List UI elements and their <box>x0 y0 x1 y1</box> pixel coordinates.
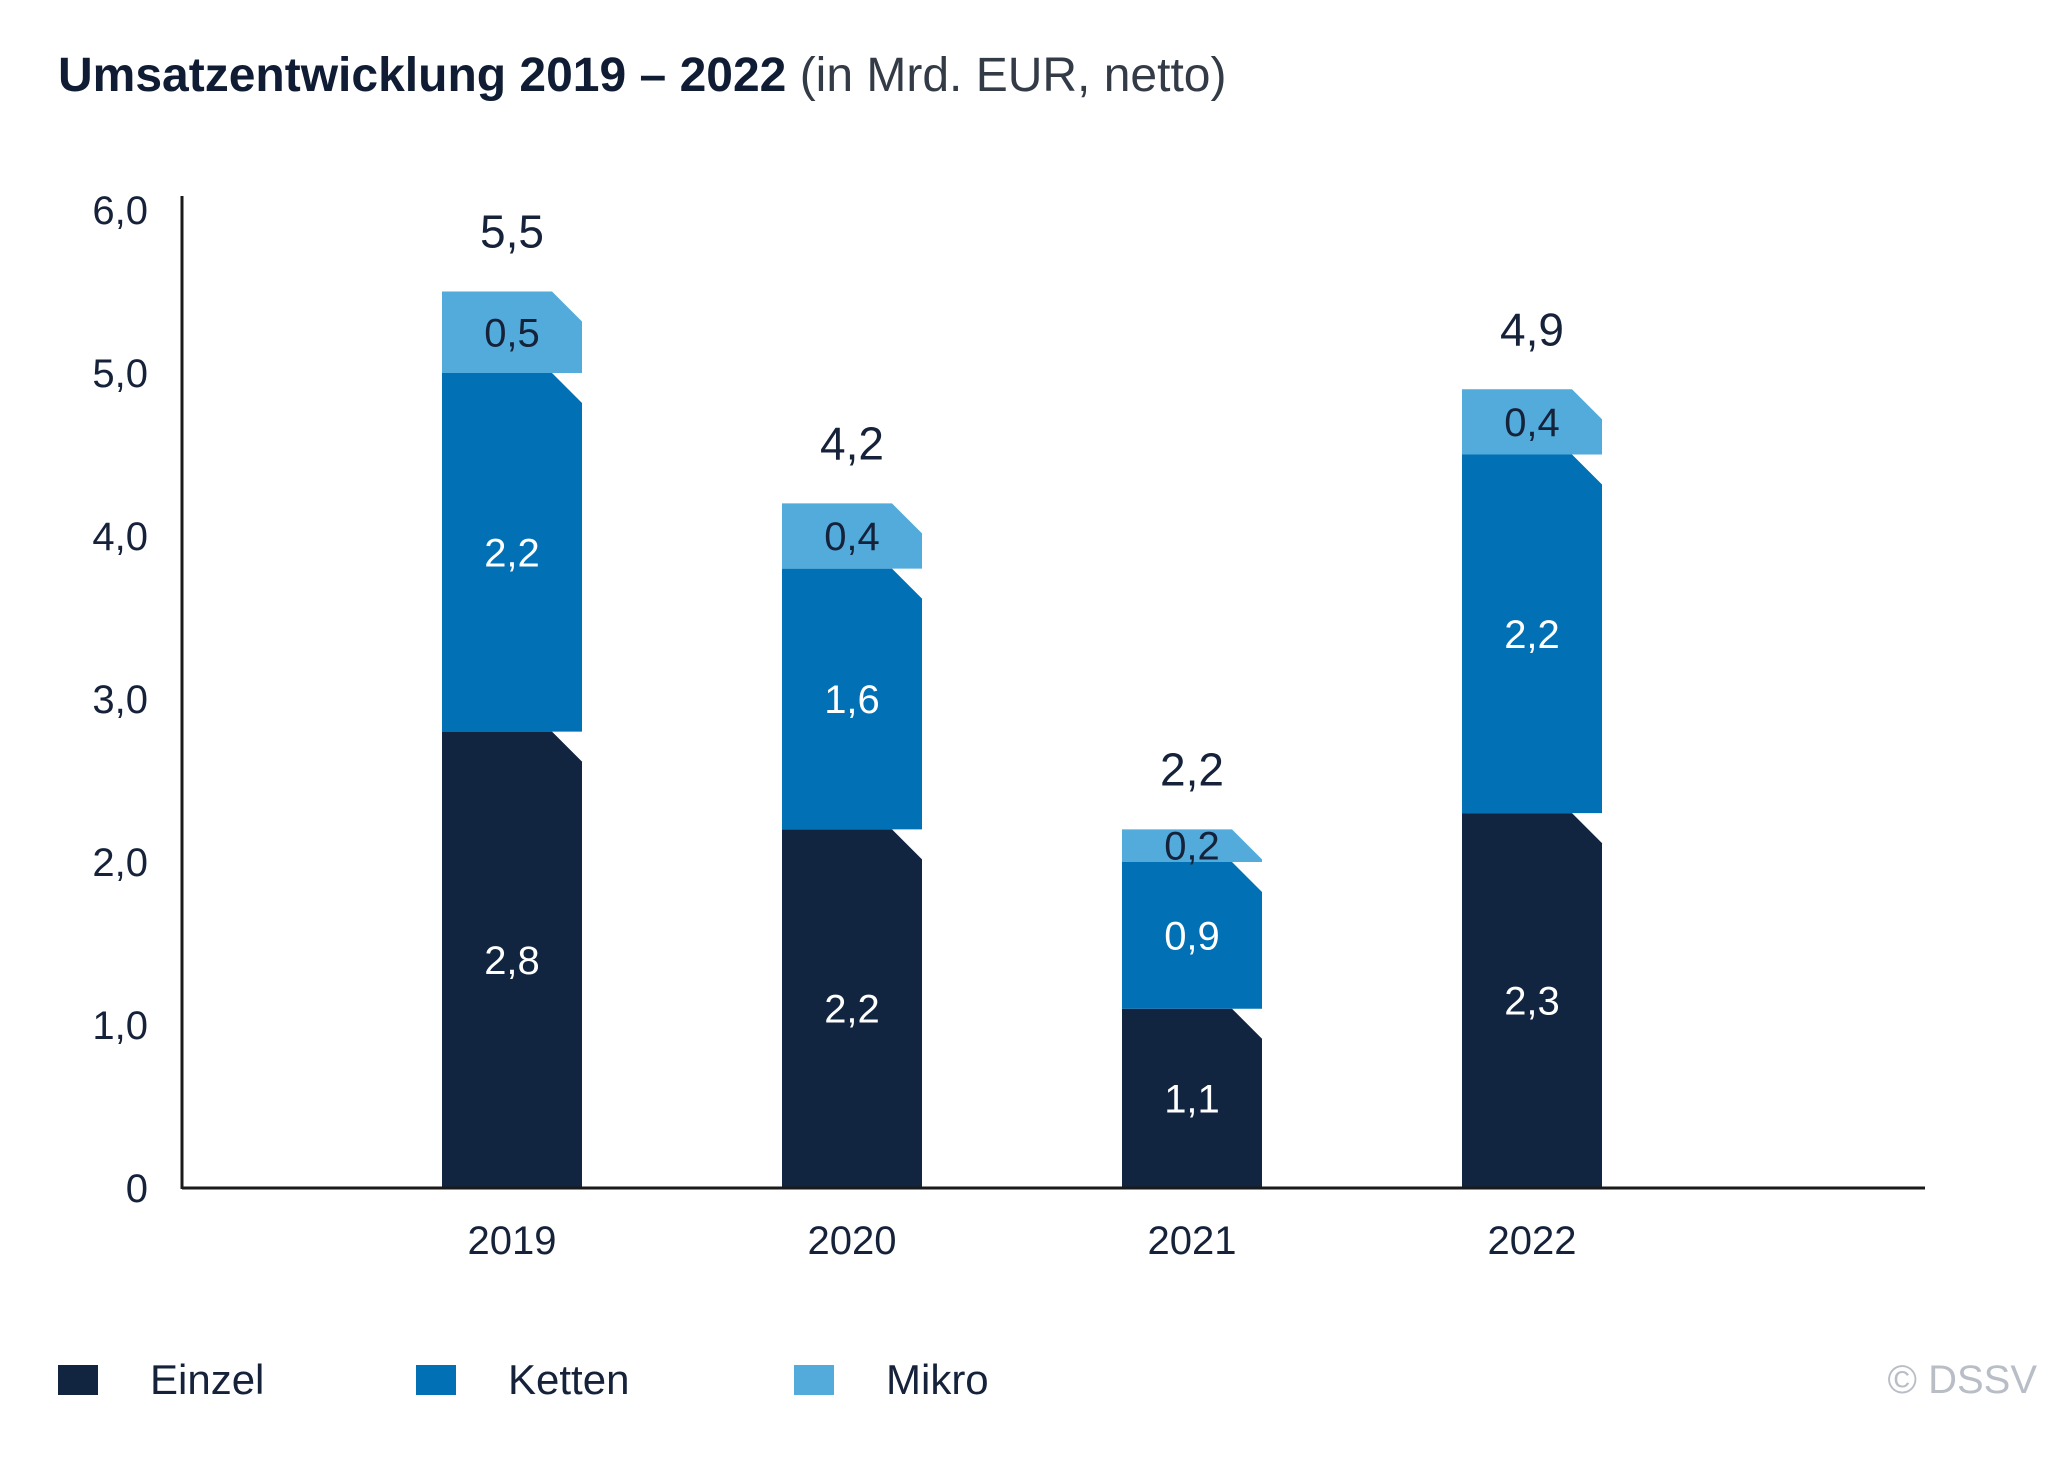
bar-segment-ketten <box>1122 862 1262 1009</box>
total-label: 4,2 <box>820 417 884 469</box>
bar-segment-ketten <box>1462 454 1602 814</box>
bar-segment-einzel <box>1122 1008 1262 1188</box>
y-tick-label: 0 <box>126 1167 148 1211</box>
y-tick-label: 6,0 <box>92 189 148 233</box>
y-tick-label: 3,0 <box>92 678 148 722</box>
bar-segment-einzel <box>442 731 582 1188</box>
segment-label: 0,4 <box>1504 401 1560 445</box>
chart-title-unit: (in Mrd. EUR, netto) <box>799 49 1227 102</box>
segment-label: 0,9 <box>1164 914 1220 958</box>
x-tick-label: 2022 <box>1488 1219 1577 1263</box>
legend-label-einzel: Einzel <box>150 1356 265 1403</box>
total-label: 2,2 <box>1160 743 1224 795</box>
legend-item-einzel: Einzel <box>58 1352 264 1408</box>
segment-label: 2,8 <box>484 939 540 983</box>
x-tick-label: 2019 <box>468 1219 557 1263</box>
legend-item-ketten: Ketten <box>416 1352 629 1408</box>
x-tick-label: 2020 <box>808 1219 897 1263</box>
chart-title: Umsatzentwicklung 2019 – 2022 (in Mrd. E… <box>58 48 1226 103</box>
segment-label: 0,2 <box>1164 825 1220 869</box>
legend-swatch-ketten <box>416 1365 456 1395</box>
stacked-bar-chart: 0 1,0 2,0 3,0 4,0 5,0 6,0 2,8 2,2 0,5 5,5 2019 2,2 1,… <box>92 189 1925 1263</box>
total-label: 4,9 <box>1500 303 1564 355</box>
y-tick-label: 4,0 <box>92 515 148 559</box>
legend-label-mikro: Mikro <box>886 1356 989 1403</box>
segment-label: 1,1 <box>1164 1077 1220 1121</box>
segment-label: 1,6 <box>824 678 880 722</box>
segment-label: 2,2 <box>484 531 540 575</box>
bar-segment-einzel <box>782 829 922 1188</box>
legend: Einzel Ketten Mikro <box>58 1352 1858 1408</box>
bar-segment-mikro <box>782 503 922 569</box>
bar-segment-ketten <box>442 373 582 732</box>
segment-label: 2,2 <box>824 988 880 1032</box>
y-tick-label: 1,0 <box>92 1004 148 1048</box>
chart-title-main: Umsatzentwicklung 2019 – 2022 <box>58 49 787 102</box>
copyright-notice: © DSSV <box>1887 1358 2037 1402</box>
legend-label-ketten: Ketten <box>508 1356 630 1403</box>
segment-label: 2,2 <box>1504 613 1560 657</box>
legend-item-mikro: Mikro <box>794 1352 989 1408</box>
bar-segment-mikro <box>442 291 582 373</box>
bar-segment-mikro <box>1462 389 1602 455</box>
total-label: 5,5 <box>480 206 544 258</box>
legend-swatch-einzel <box>58 1365 98 1395</box>
bar-segment-mikro <box>1122 829 1262 862</box>
y-tick-label: 2,0 <box>92 841 148 885</box>
y-tick-label: 5,0 <box>92 352 148 396</box>
x-tick-label: 2021 <box>1148 1219 1237 1263</box>
segment-label: 2,3 <box>1504 980 1560 1024</box>
bar-segment-ketten <box>782 568 922 830</box>
bar-segment-einzel <box>1462 813 1602 1188</box>
segment-label: 0,5 <box>484 311 540 355</box>
segment-label: 0,4 <box>824 515 880 559</box>
legend-swatch-mikro <box>794 1365 834 1395</box>
